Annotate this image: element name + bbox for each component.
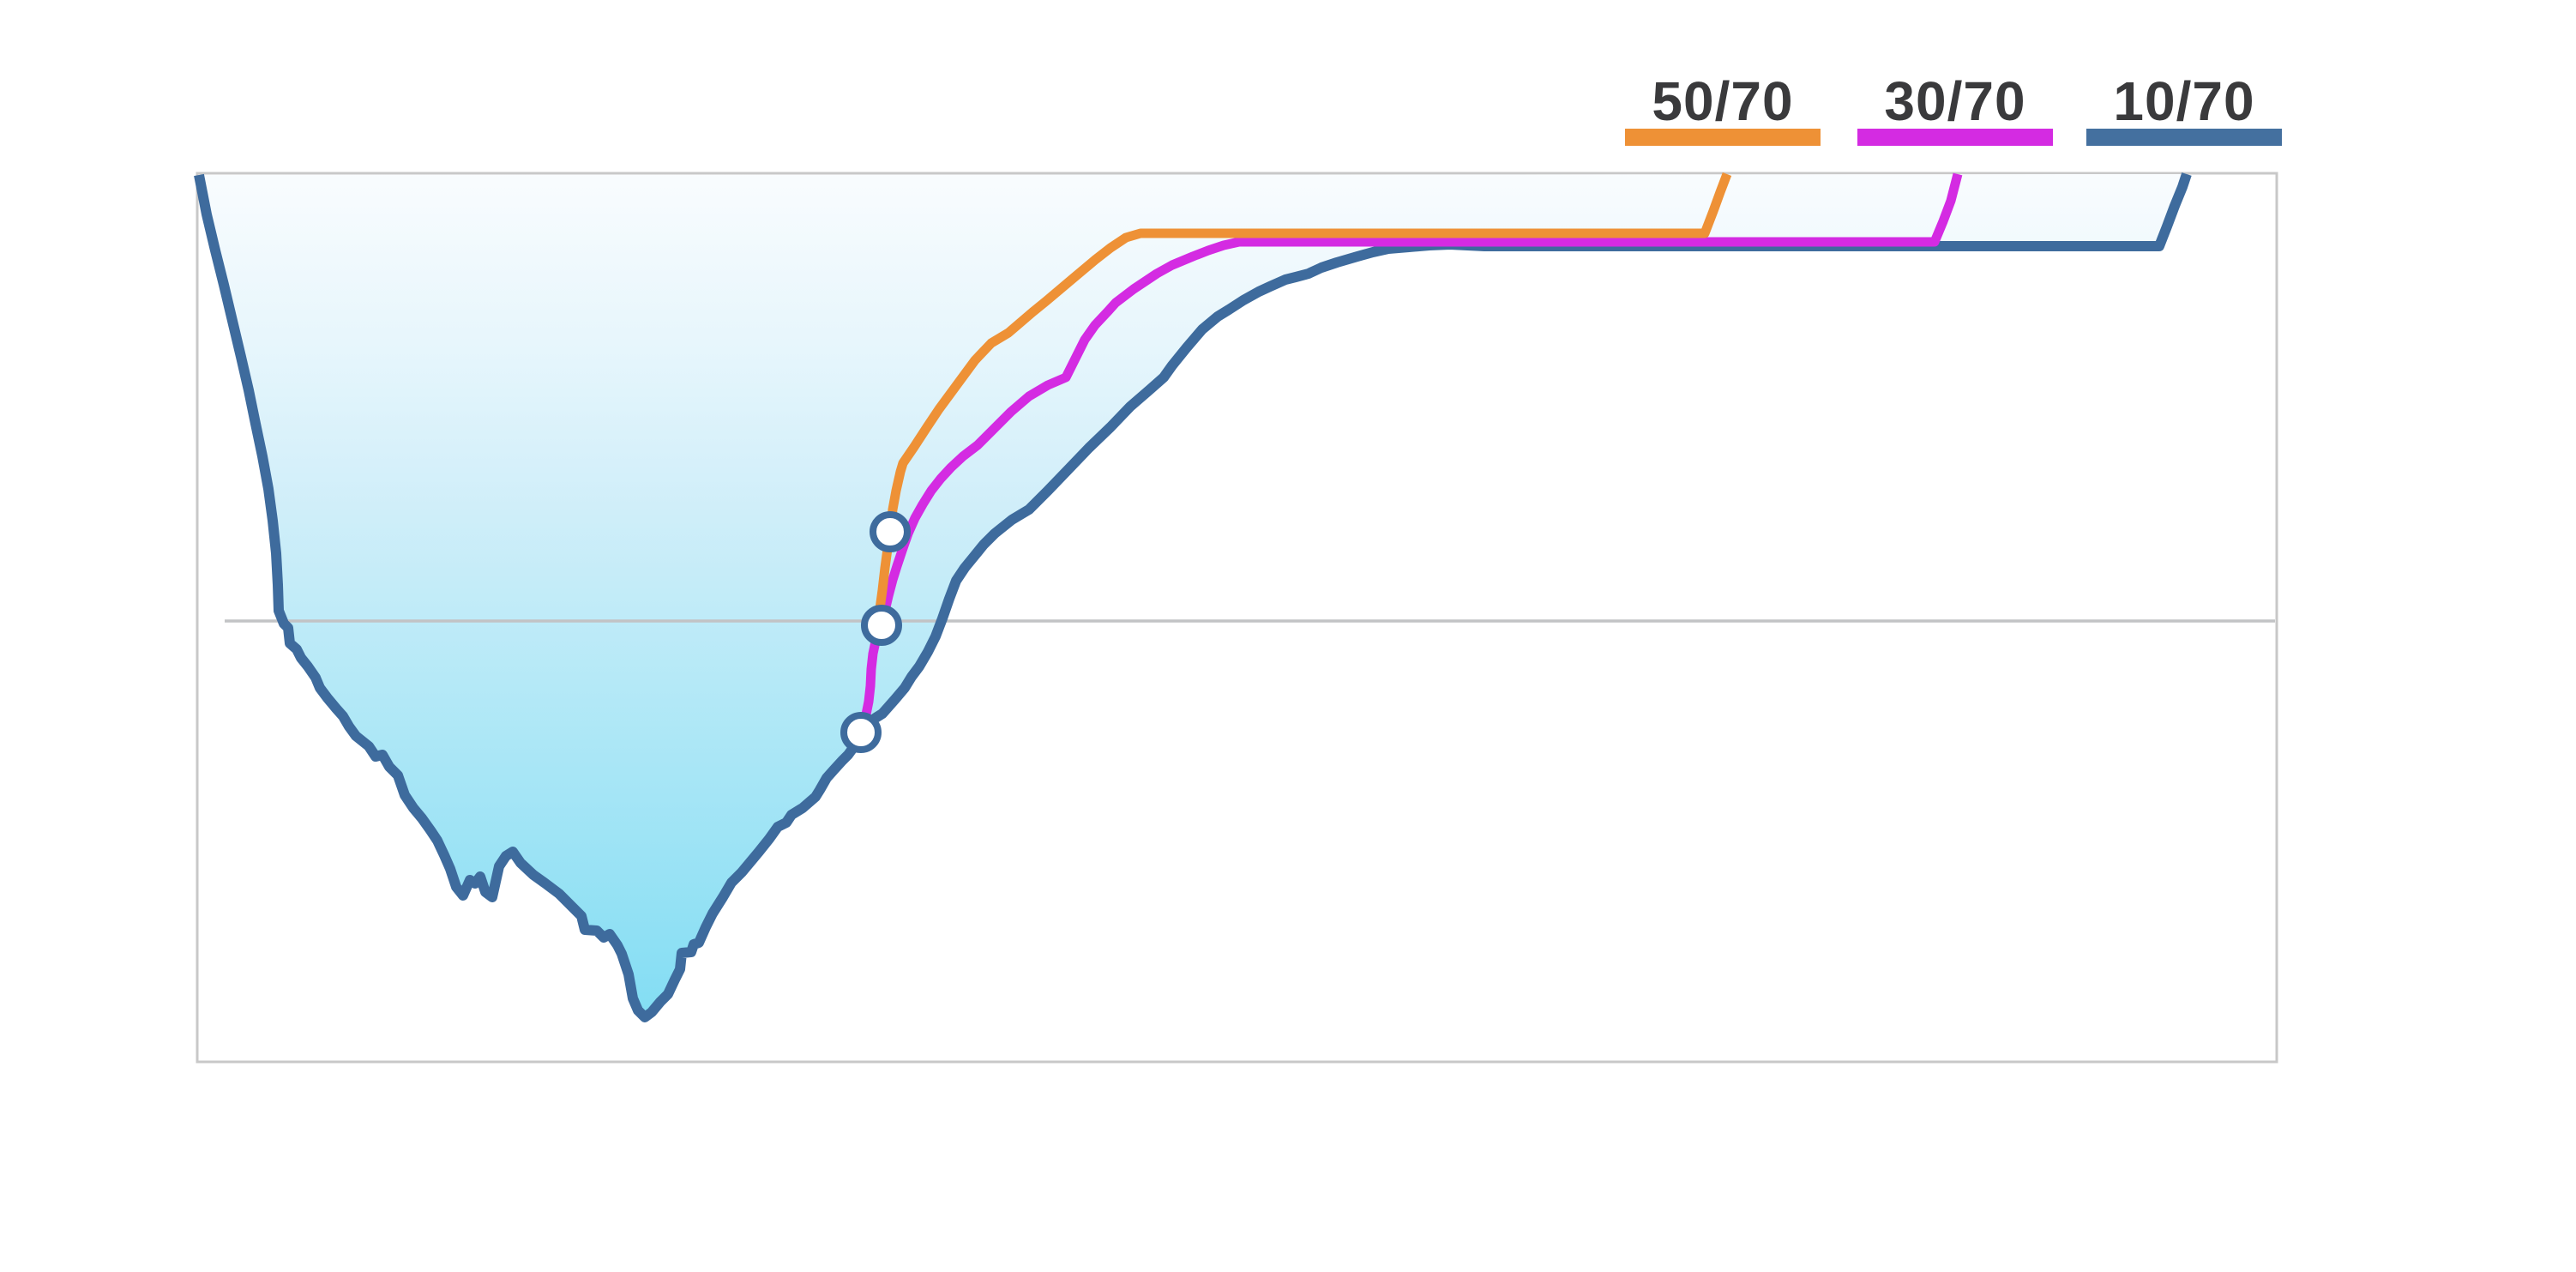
marker-circles [840, 511, 911, 753]
marker-circle-10-70 [840, 712, 882, 753]
legend-label-30-70: 30/70 [1884, 70, 2025, 132]
legend-swatch-50-70 [1625, 129, 1821, 146]
series-line-10-70 [194, 172, 2192, 1022]
legend-swatch-30-70 [1857, 129, 2053, 146]
valley-fill-area [199, 174, 2187, 1017]
marker-circle-30-70 [861, 605, 902, 646]
legend-label-10-70: 10/70 [2113, 70, 2254, 132]
marker-circle-50-70 [870, 511, 911, 552]
plot-border [196, 172, 2278, 1064]
legend-label-50-70: 50/70 [1652, 70, 1793, 132]
legend: 50/70 30/70 10/70 [1625, 70, 2282, 146]
legend-swatch-10-70 [2086, 129, 2282, 146]
